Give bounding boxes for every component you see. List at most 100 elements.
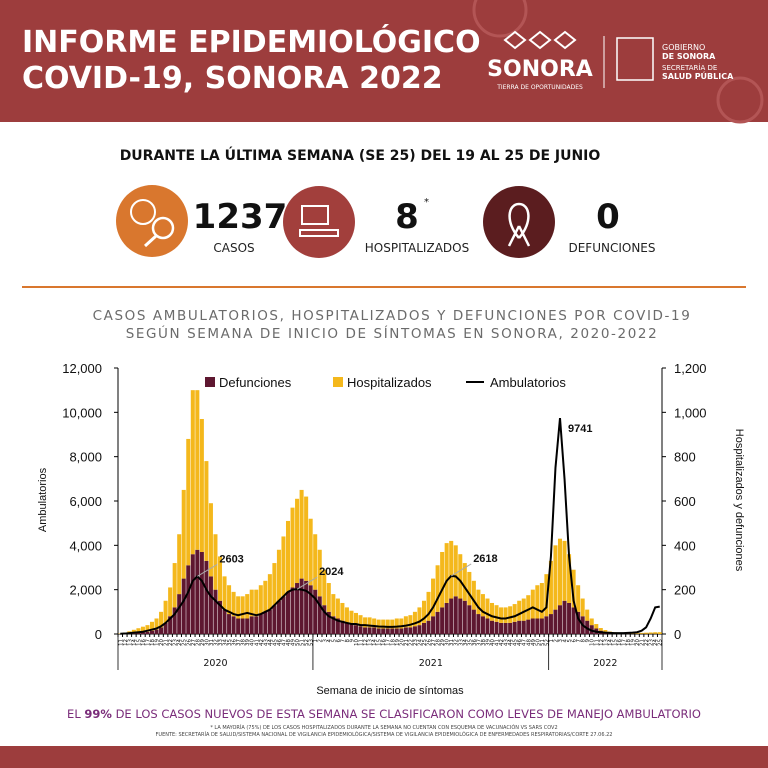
bar bbox=[222, 576, 227, 610]
bar bbox=[290, 507, 295, 588]
bar bbox=[440, 607, 445, 634]
x-tick-label: 24 bbox=[653, 639, 659, 646]
bar bbox=[363, 627, 368, 634]
label-leader bbox=[296, 576, 318, 590]
bar bbox=[467, 571, 472, 606]
bar bbox=[494, 621, 499, 634]
bar bbox=[458, 598, 463, 634]
x-tick-label: 12 bbox=[363, 639, 369, 646]
bar bbox=[435, 565, 440, 612]
bar bbox=[517, 620, 522, 634]
icon-detail bbox=[299, 229, 339, 237]
bar bbox=[544, 574, 549, 617]
gov-text: DE SONORA bbox=[662, 52, 716, 61]
bar bbox=[426, 591, 431, 621]
x-tick-label: 13 bbox=[603, 639, 609, 646]
label-leader bbox=[197, 563, 218, 577]
legend-swatch bbox=[333, 377, 343, 387]
x-tick-label: 44 bbox=[268, 639, 274, 646]
bar bbox=[476, 614, 481, 634]
x-tick-label: 13 bbox=[368, 639, 374, 646]
header-title: COVID-19, SONORA 2022 bbox=[22, 61, 443, 96]
x-tick-label: 33 bbox=[458, 639, 464, 646]
x-tick-label: 25 bbox=[658, 639, 664, 646]
bar bbox=[399, 618, 404, 629]
coat-of-arms bbox=[616, 37, 654, 81]
gov-text: SECRETARÍA DE bbox=[662, 63, 717, 72]
bar bbox=[276, 600, 281, 634]
bar bbox=[653, 632, 658, 634]
bar bbox=[204, 560, 209, 634]
x-tick-label: 10 bbox=[354, 639, 360, 646]
y-tick-label: 2,000 bbox=[69, 583, 102, 598]
x-tick-label: 1 bbox=[549, 639, 555, 643]
x-tick-label: 23 bbox=[649, 639, 655, 646]
x-tick-label: 14 bbox=[132, 639, 138, 646]
x-group-label: 2020 bbox=[203, 658, 227, 669]
bar bbox=[553, 609, 558, 634]
x-tick-label: 18 bbox=[150, 639, 156, 646]
x-tick-label: 9 bbox=[349, 639, 355, 643]
x-tick-label: 42 bbox=[499, 639, 505, 646]
value-label: 2618 bbox=[473, 553, 497, 565]
x-tick-label: 19 bbox=[631, 639, 637, 646]
bar bbox=[245, 618, 250, 634]
bar bbox=[163, 600, 168, 623]
bar bbox=[449, 598, 454, 634]
x-tick-label: 52 bbox=[544, 639, 550, 646]
bar bbox=[548, 560, 553, 615]
bar bbox=[213, 534, 218, 590]
x-tick-label: 43 bbox=[504, 639, 510, 646]
x-tick-label: 14 bbox=[608, 639, 614, 646]
bar bbox=[254, 589, 259, 617]
bar bbox=[149, 621, 155, 631]
bar bbox=[412, 611, 417, 627]
bar bbox=[557, 538, 563, 606]
stat-note: * bbox=[424, 197, 429, 208]
bar bbox=[381, 628, 386, 634]
x-tick-label: 17 bbox=[145, 639, 151, 646]
y-tick-label: 0 bbox=[95, 627, 102, 642]
x-tick-label: 31 bbox=[449, 639, 455, 646]
x-tick-label: 40 bbox=[250, 639, 256, 646]
x-tick-label: 36 bbox=[472, 639, 478, 646]
x-tick-label: 49 bbox=[291, 639, 297, 646]
bar bbox=[530, 589, 535, 619]
y2-tick-label: 0 bbox=[674, 627, 681, 642]
bar bbox=[635, 633, 640, 634]
bar bbox=[503, 622, 508, 634]
y2-tick-label: 200 bbox=[674, 583, 696, 598]
bar bbox=[272, 605, 277, 634]
bar bbox=[181, 578, 186, 634]
chart-subtitle: SEGÚN SEMANA DE INICIO DE SÍNTOMAS EN SO… bbox=[126, 324, 659, 342]
bar bbox=[471, 609, 476, 634]
stat-value: 1237 bbox=[193, 197, 288, 237]
bar bbox=[557, 605, 563, 634]
x-tick-label: 52 bbox=[304, 639, 310, 646]
x-tick-label: 30 bbox=[445, 639, 451, 646]
logo-text: SONORA bbox=[487, 57, 593, 82]
x-tick-label: 23 bbox=[413, 639, 419, 646]
x-tick-label: 25 bbox=[182, 639, 188, 646]
x-tick-label: 47 bbox=[522, 639, 528, 646]
bar bbox=[353, 612, 359, 626]
bar bbox=[553, 545, 558, 610]
bar bbox=[598, 628, 603, 631]
bar bbox=[462, 563, 467, 601]
x-tick-label: 35 bbox=[467, 639, 473, 646]
bar bbox=[367, 627, 372, 634]
y2-tick-label: 1,000 bbox=[674, 405, 707, 420]
bar bbox=[163, 622, 168, 634]
bar bbox=[367, 617, 372, 628]
bar bbox=[385, 619, 390, 629]
x-tick-label: 22 bbox=[168, 639, 174, 646]
bar bbox=[227, 585, 232, 615]
bar bbox=[526, 619, 531, 634]
bar bbox=[208, 503, 213, 577]
x-tick-label: 16 bbox=[381, 639, 387, 646]
bar bbox=[517, 600, 522, 621]
x-tick-label: 33 bbox=[218, 639, 224, 646]
bar bbox=[480, 616, 485, 634]
bar bbox=[204, 461, 209, 561]
bar bbox=[390, 628, 395, 634]
